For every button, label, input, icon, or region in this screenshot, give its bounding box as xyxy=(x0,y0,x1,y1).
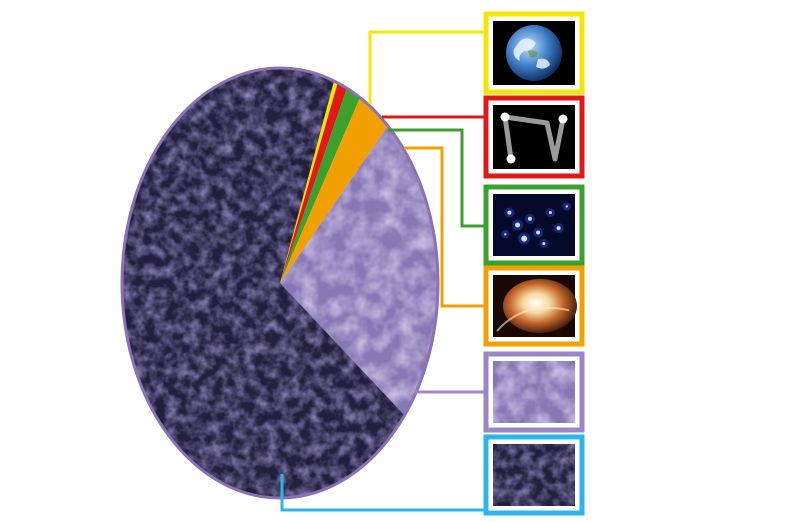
legend-box xyxy=(483,11,585,95)
connector-line xyxy=(388,128,486,228)
legend-box xyxy=(483,351,585,433)
nebula-icon xyxy=(493,275,577,337)
legend xyxy=(483,11,585,516)
dark-energy-icon xyxy=(493,444,575,506)
pie-slice-star-cluster xyxy=(280,88,361,284)
dark-matter-icon xyxy=(493,361,575,423)
legend-box xyxy=(483,265,585,347)
pie-slice-earth xyxy=(280,80,338,283)
connector-line xyxy=(280,474,486,512)
earth-icon xyxy=(493,21,575,85)
star-cluster-icon xyxy=(493,194,575,256)
pie-slices xyxy=(120,66,440,500)
connector-line xyxy=(368,30,486,104)
pie-slice-neutrino xyxy=(280,82,347,283)
pie-slice-dark-energy xyxy=(122,68,405,499)
legend-box xyxy=(483,95,585,179)
pie-slice-nebula xyxy=(280,97,388,283)
connector-line xyxy=(404,146,486,308)
pie-outline xyxy=(120,66,440,500)
legend-connectors xyxy=(280,30,486,512)
legend-box xyxy=(483,184,585,266)
legend-box xyxy=(483,434,585,516)
pie-slice-dark-matter xyxy=(280,125,439,416)
neutrino-icon xyxy=(493,105,575,169)
